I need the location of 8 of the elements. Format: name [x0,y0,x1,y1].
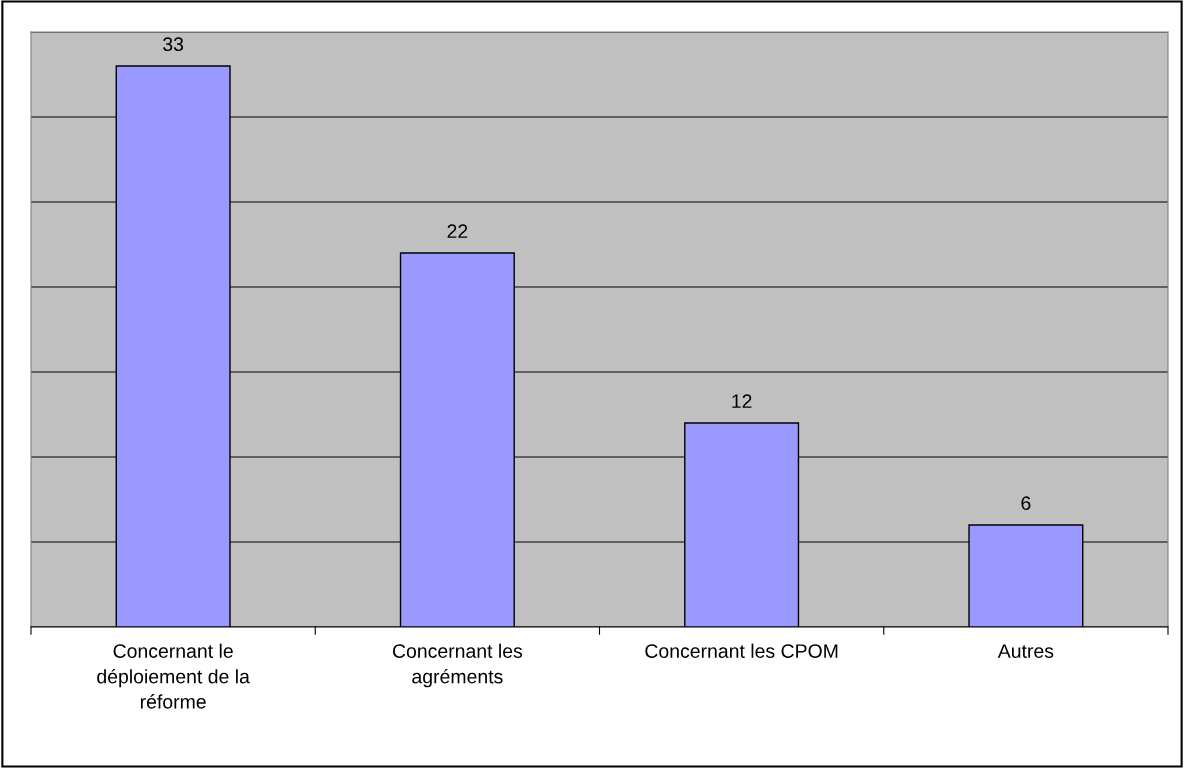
x-tick-label: Concernant les CPOM [645,643,838,658]
x-tick-label: Autres [997,644,1054,658]
data-label: 6 [1021,496,1031,511]
data-label: 33 [163,37,184,52]
x-tick-label: Concernant le déploiement de la réforme [97,643,250,709]
data-label: 12 [732,394,752,408]
x-tick-label: Concernant les agréments [392,643,523,688]
data-label: 22 [447,224,468,238]
